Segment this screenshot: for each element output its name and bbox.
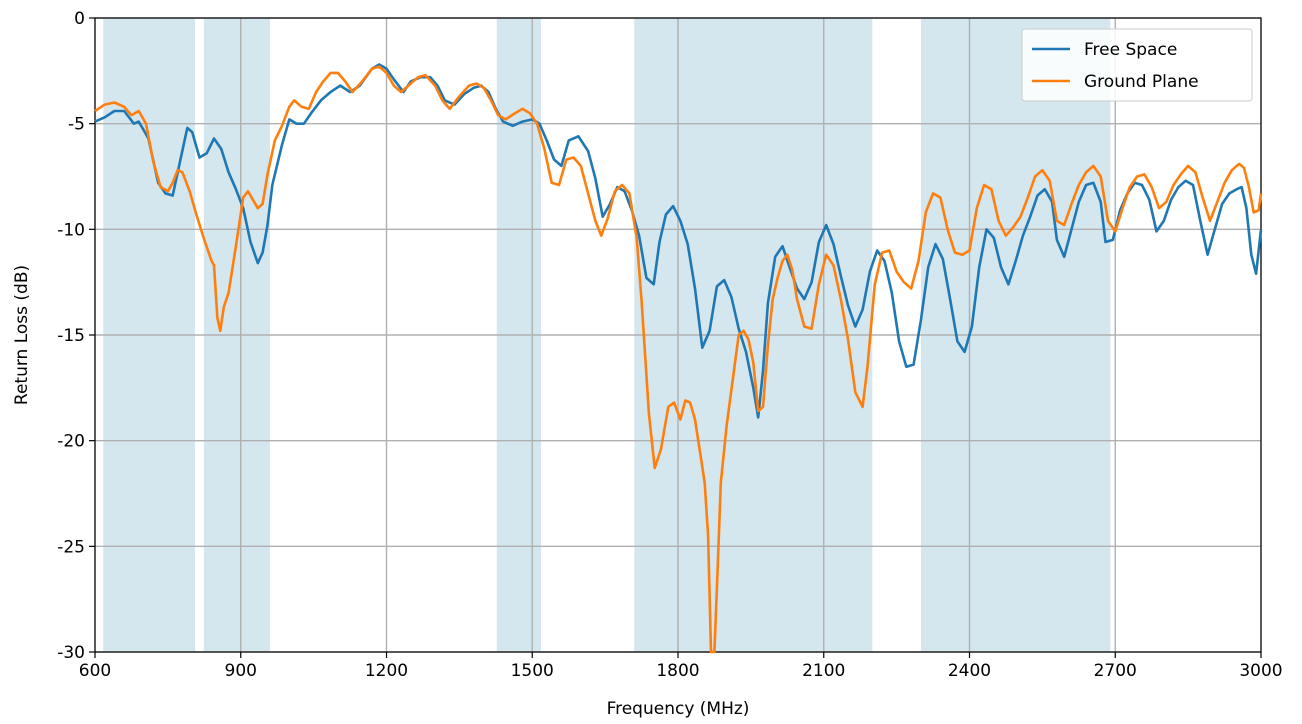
- x-axis-ticks: 600 900 1200 1500 1800 2100 2400 2700 3000: [79, 652, 1283, 681]
- x-tick-label-6: 2400: [948, 661, 991, 681]
- legend-box: [1021, 28, 1253, 102]
- legend-label-ground-plane: Ground Plane: [1084, 72, 1199, 92]
- x-tick-label-8: 3000: [1239, 661, 1282, 681]
- y-tick-label-3: -15: [57, 326, 85, 346]
- y-tick-label-6: -30: [57, 643, 85, 663]
- legend-label-free-space: Free Space: [1084, 40, 1177, 60]
- y-axis-ticks: 0 -5 -10 -15 -20 -25 -30: [57, 9, 95, 663]
- x-tick-label-4: 1800: [656, 661, 699, 681]
- y-tick-label-0: 0: [74, 9, 85, 29]
- x-tick-label-1: 900: [225, 661, 257, 681]
- series-line-ground-plane: [94, 65, 1263, 654]
- x-tick-label-5: 2100: [802, 661, 845, 681]
- legend: Free Space Ground Plane: [1021, 28, 1253, 102]
- y-tick-label-2: -10: [57, 220, 85, 240]
- series-lines: [94, 63, 1263, 654]
- x-tick-label-7: 2700: [1094, 661, 1137, 681]
- x-axis-label: Frequency (MHz): [607, 699, 750, 719]
- x-tick-label-0: 600: [79, 661, 111, 681]
- x-tick-label-3: 1500: [511, 661, 554, 681]
- y-tick-label-5: -25: [57, 537, 85, 557]
- x-tick-label-2: 1200: [365, 661, 408, 681]
- y-axis-label: Return Loss (dB): [12, 265, 32, 405]
- series-line-free-space: [94, 63, 1263, 419]
- y-tick-label-1: -5: [68, 115, 85, 135]
- y-tick-label-4: -20: [57, 432, 85, 452]
